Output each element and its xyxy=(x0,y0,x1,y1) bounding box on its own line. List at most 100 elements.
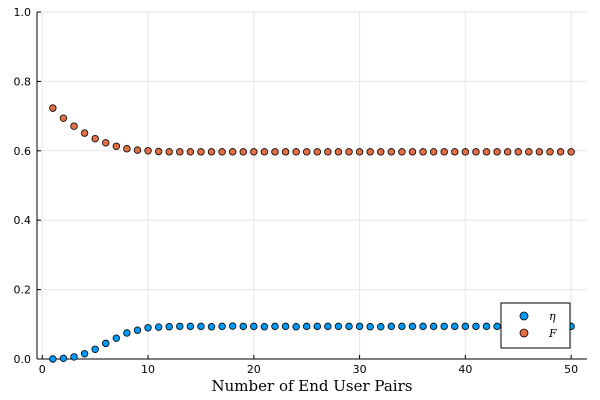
data-point xyxy=(197,322,205,331)
data-point xyxy=(334,148,343,156)
data-point xyxy=(207,323,216,331)
data-point xyxy=(303,148,311,156)
data-point xyxy=(440,322,448,331)
data-point xyxy=(80,129,89,137)
x-tick-label: 50 xyxy=(564,363,578,376)
data-point xyxy=(59,114,68,122)
data-point xyxy=(366,148,374,156)
y-tick-label: 0.4 xyxy=(14,214,32,227)
data-point xyxy=(303,322,311,331)
legend-box xyxy=(500,302,571,349)
data-point xyxy=(123,329,131,337)
data-points xyxy=(49,104,575,363)
data-point xyxy=(355,148,364,156)
data-point xyxy=(123,145,131,153)
data-point xyxy=(102,339,110,348)
data-point xyxy=(271,322,279,331)
data-point xyxy=(176,322,184,331)
data-point xyxy=(154,323,163,331)
data-point xyxy=(387,148,396,156)
legend-marker-2 xyxy=(519,328,529,338)
data-point xyxy=(49,104,57,112)
data-point xyxy=(408,322,417,331)
data-point xyxy=(186,322,195,331)
data-point xyxy=(112,142,121,150)
data-point xyxy=(176,148,184,156)
data-point xyxy=(398,148,406,156)
series-2 xyxy=(49,104,575,156)
x-tick-label: 20 xyxy=(247,363,261,376)
data-point xyxy=(144,147,152,155)
data-point xyxy=(228,148,237,156)
data-point xyxy=(250,322,258,331)
data-point xyxy=(260,148,269,156)
data-point xyxy=(440,148,448,156)
data-point xyxy=(197,148,205,156)
data-point xyxy=(472,322,480,331)
data-point xyxy=(133,326,142,334)
x-tick-label: 0 xyxy=(39,363,46,376)
data-point xyxy=(281,148,290,156)
data-point xyxy=(239,322,247,331)
data-point xyxy=(165,148,173,156)
data-point xyxy=(218,322,226,331)
data-point xyxy=(313,322,321,331)
data-point xyxy=(461,148,470,156)
data-point xyxy=(567,148,575,156)
data-point xyxy=(102,139,110,147)
data-point xyxy=(429,148,438,156)
data-point xyxy=(482,322,491,331)
data-point xyxy=(493,322,501,331)
data-point xyxy=(525,148,533,156)
legend-marker-1 xyxy=(519,311,529,321)
data-point xyxy=(514,148,522,156)
data-point xyxy=(324,322,332,331)
data-point xyxy=(461,322,470,331)
data-point xyxy=(451,322,459,331)
data-point xyxy=(59,354,68,363)
data-point xyxy=(70,122,78,130)
data-point xyxy=(408,148,417,156)
data-point xyxy=(154,147,163,156)
data-point xyxy=(112,334,121,342)
legend-label-2: F xyxy=(548,327,557,340)
data-point xyxy=(239,148,247,156)
data-point xyxy=(419,148,427,156)
data-point xyxy=(144,324,152,332)
y-tick-label: 1.0 xyxy=(14,6,32,19)
data-point xyxy=(398,322,406,331)
data-point xyxy=(292,323,300,331)
data-point xyxy=(324,148,332,156)
legend-label-1: η xyxy=(549,310,556,323)
data-point xyxy=(493,148,501,156)
data-point xyxy=(377,323,385,331)
data-point xyxy=(250,148,258,156)
y-tick-label: 0.2 xyxy=(14,284,32,297)
data-point xyxy=(207,148,216,156)
data-point xyxy=(472,148,480,156)
y-tick-label: 0.0 xyxy=(14,353,32,366)
data-point xyxy=(133,146,142,154)
legend: ηF xyxy=(500,302,571,349)
data-point xyxy=(535,148,544,156)
data-point xyxy=(387,322,396,331)
data-point xyxy=(218,148,226,156)
series-1 xyxy=(49,322,575,363)
data-point xyxy=(334,322,343,331)
axes xyxy=(36,12,587,360)
data-point xyxy=(429,322,438,331)
data-point xyxy=(165,323,173,331)
data-point xyxy=(556,148,565,156)
ticks: 0 10 20 30 40 50 0.0 0.2 0.4 0.6 0.8 1.0 xyxy=(14,6,579,376)
data-point xyxy=(345,322,353,331)
data-point xyxy=(260,323,269,331)
data-point xyxy=(228,322,237,330)
data-point xyxy=(70,353,78,361)
x-axis-label: Number of End User Pairs xyxy=(212,377,413,395)
data-point xyxy=(292,148,300,156)
data-point xyxy=(313,148,321,156)
data-point xyxy=(80,350,89,358)
data-point xyxy=(419,322,427,331)
data-point xyxy=(49,355,57,363)
